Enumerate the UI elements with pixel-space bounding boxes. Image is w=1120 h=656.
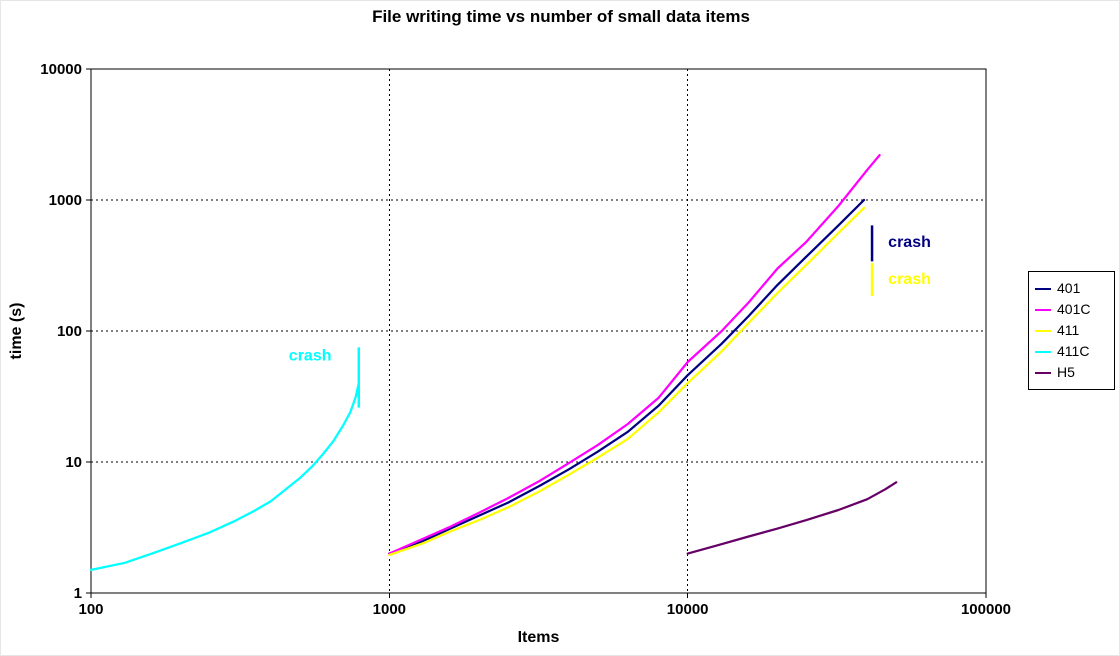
series-line-401 <box>388 198 866 555</box>
series-line-411 <box>388 206 866 557</box>
crash-annotation: crash <box>888 234 931 251</box>
series-line-H5 <box>686 481 898 555</box>
legend-swatch <box>1035 350 1051 353</box>
x-axis-label: Items <box>517 629 560 646</box>
x-tick-label: 1000 <box>373 601 406 618</box>
legend-label: 411 <box>1057 322 1080 338</box>
legend-label: 411C <box>1057 343 1090 359</box>
legend: 401 401C 411 411C H5 <box>1028 271 1115 390</box>
y-tick-label: 100 <box>57 323 82 340</box>
y-tick-label: 10000 <box>40 61 82 78</box>
legend-label: 401C <box>1057 301 1091 317</box>
crash-annotation: crash <box>888 271 931 288</box>
legend-swatch <box>1035 287 1051 290</box>
legend-label: 401 <box>1057 280 1081 296</box>
series-line-401C <box>388 153 881 555</box>
legend-swatch <box>1035 308 1051 311</box>
legend-item-401: 401 <box>1035 278 1108 299</box>
legend-item-401C: 401C <box>1035 299 1108 320</box>
legend-item-H5: H5 <box>1035 362 1108 383</box>
legend-item-411: 411 <box>1035 320 1108 341</box>
legend-swatch <box>1035 329 1051 332</box>
series-line-411C <box>89 381 360 572</box>
x-tick-label: 10000 <box>667 601 709 618</box>
y-tick-label: 10 <box>65 454 82 471</box>
legend-swatch <box>1035 371 1051 374</box>
x-tick-label: 100 <box>78 601 103 618</box>
y-tick-label: 1000 <box>49 192 82 209</box>
crash-annotation: crash <box>289 348 332 365</box>
legend-label: H5 <box>1057 364 1075 380</box>
legend-item-411C: 411C <box>1035 341 1108 362</box>
chart-title: File writing time vs number of small dat… <box>372 7 750 26</box>
x-tick-label: 100000 <box>961 601 1011 618</box>
y-tick-label: 1 <box>74 585 82 602</box>
